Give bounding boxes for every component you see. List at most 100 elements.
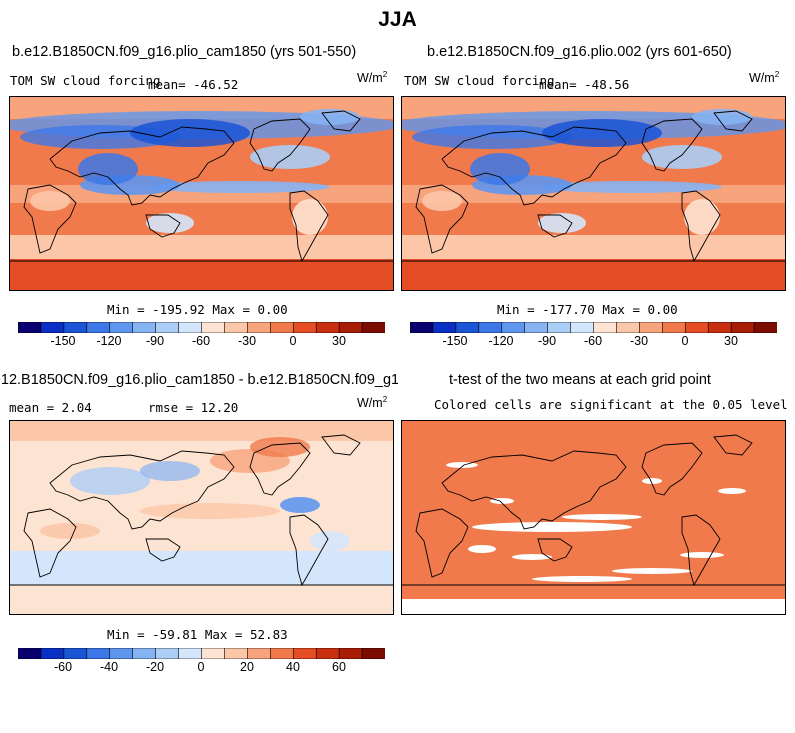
colorbar-swatch bbox=[662, 322, 687, 333]
panel-2-mean: mean= -48.56 bbox=[539, 77, 630, 92]
colorbar-swatch bbox=[684, 322, 709, 333]
colorbar-swatch bbox=[86, 322, 111, 333]
colorbar-tick-label: 0 bbox=[681, 334, 689, 348]
coastline bbox=[441, 126, 627, 206]
field-patch bbox=[642, 478, 662, 484]
panel-1-colorbar bbox=[18, 322, 385, 333]
field-patch bbox=[310, 531, 350, 551]
colorbar-swatch bbox=[109, 322, 134, 333]
coastline bbox=[641, 442, 703, 496]
coastline bbox=[321, 110, 361, 132]
panel-3-minmax: Min = -59.81 Max = 52.83 bbox=[107, 627, 288, 642]
colorbar-swatch bbox=[224, 322, 249, 333]
coastline bbox=[415, 508, 469, 578]
panel-4-subtitle: Colored cells are significant at the 0.0… bbox=[434, 397, 788, 412]
colorbar-tick-label: -90 bbox=[537, 334, 557, 348]
field-patch bbox=[538, 213, 586, 233]
colorbar-swatch bbox=[63, 322, 88, 333]
colorbar-swatch bbox=[270, 648, 295, 659]
field-band bbox=[10, 235, 393, 259]
colorbar-swatch bbox=[132, 648, 157, 659]
coastline bbox=[537, 214, 573, 238]
colorbar-swatch bbox=[361, 648, 385, 659]
coastline bbox=[441, 450, 627, 530]
field-band bbox=[402, 235, 785, 259]
field-patch bbox=[468, 545, 496, 553]
colorbar-swatch bbox=[478, 322, 503, 333]
colorbar-swatch bbox=[616, 322, 641, 333]
panel-3-colorbar-ticks: -60 -40 -20 0 20 40 60 bbox=[18, 660, 385, 676]
colorbar-tick-label: -30 bbox=[237, 334, 257, 348]
colorbar-swatch bbox=[247, 648, 272, 659]
coastline bbox=[23, 184, 77, 254]
colorbar-tick-label: 30 bbox=[724, 334, 738, 348]
coastline bbox=[145, 214, 181, 238]
colorbar-swatch bbox=[132, 322, 157, 333]
coastline bbox=[145, 538, 181, 562]
colorbar-tick-label: -20 bbox=[145, 660, 165, 674]
coastline bbox=[321, 434, 361, 456]
colorbar-swatch bbox=[547, 322, 572, 333]
field-patch bbox=[718, 488, 746, 494]
colorbar-tick-label: 0 bbox=[197, 660, 205, 674]
panel-2-title: b.e12.B1850CN.f09_g16.plio.002 (yrs 601-… bbox=[427, 44, 732, 60]
colorbar-tick-label: -40 bbox=[99, 660, 119, 674]
panel-3-title: b.e12.B1850CN.f09_g16.plio_cam1850 - b.e… bbox=[0, 372, 398, 388]
field-patch bbox=[542, 181, 722, 193]
coastline bbox=[49, 450, 235, 530]
field-band bbox=[10, 259, 393, 290]
field-patch bbox=[512, 554, 552, 560]
colorbar-swatch bbox=[224, 648, 249, 659]
colorbar-swatch bbox=[201, 322, 226, 333]
colorbar-swatch bbox=[178, 322, 203, 333]
colorbar-swatch bbox=[270, 322, 295, 333]
field-patch bbox=[412, 125, 572, 149]
panel-1-mean: mean= -46.52 bbox=[148, 77, 239, 92]
field-patch bbox=[140, 503, 280, 519]
coastline bbox=[415, 184, 469, 254]
coastline bbox=[713, 110, 753, 132]
colorbar-tick-label: -120 bbox=[96, 334, 122, 348]
colorbar-swatch bbox=[247, 322, 272, 333]
field-patch bbox=[680, 552, 724, 558]
colorbar-swatch bbox=[18, 322, 42, 333]
colorbar-swatch bbox=[40, 648, 65, 659]
panel-3-title-clip: b.e12.B1850CN.f09_g16.plio_cam1850 - b.e… bbox=[0, 370, 398, 390]
panel-3-units: W/m2 bbox=[357, 395, 388, 411]
panel-3-field bbox=[10, 421, 393, 614]
colorbar-swatch bbox=[18, 648, 42, 659]
coastline bbox=[289, 514, 329, 587]
colorbar-swatch bbox=[155, 648, 180, 659]
panel-4-map bbox=[401, 420, 786, 615]
colorbar-swatch bbox=[86, 648, 111, 659]
colorbar-swatch bbox=[338, 322, 363, 333]
colorbar-tick-label: -150 bbox=[442, 334, 468, 348]
colorbar-swatch bbox=[155, 322, 180, 333]
field-patch bbox=[542, 119, 662, 147]
field-patch bbox=[300, 109, 360, 125]
field-patch bbox=[30, 191, 70, 211]
colorbar-swatch bbox=[593, 322, 618, 333]
panel-3-mean: mean = 2.04 bbox=[9, 400, 92, 415]
field-patch bbox=[472, 522, 632, 532]
colorbar-swatch bbox=[707, 322, 732, 333]
field-patch bbox=[642, 145, 722, 169]
colorbar-swatch bbox=[639, 322, 664, 333]
colorbar-swatch bbox=[410, 322, 434, 333]
colorbar-tick-label: -60 bbox=[53, 660, 73, 674]
colorbar-tick-label: -60 bbox=[583, 334, 603, 348]
field-patch bbox=[146, 213, 194, 233]
field-band bbox=[10, 585, 393, 614]
colorbar-tick-label: 60 bbox=[332, 660, 346, 674]
colorbar-tick-label: -150 bbox=[50, 334, 76, 348]
panel-2-colorbar bbox=[410, 322, 777, 333]
colorbar-swatch bbox=[501, 322, 526, 333]
panel-3-colorbar bbox=[18, 648, 385, 659]
panel-2-map bbox=[401, 96, 786, 291]
field-patch bbox=[532, 576, 632, 582]
coastline bbox=[641, 118, 703, 172]
colorbar-swatch bbox=[455, 322, 480, 333]
colorbar-swatch bbox=[292, 648, 317, 659]
field-band bbox=[10, 421, 393, 441]
coastline bbox=[537, 538, 573, 562]
